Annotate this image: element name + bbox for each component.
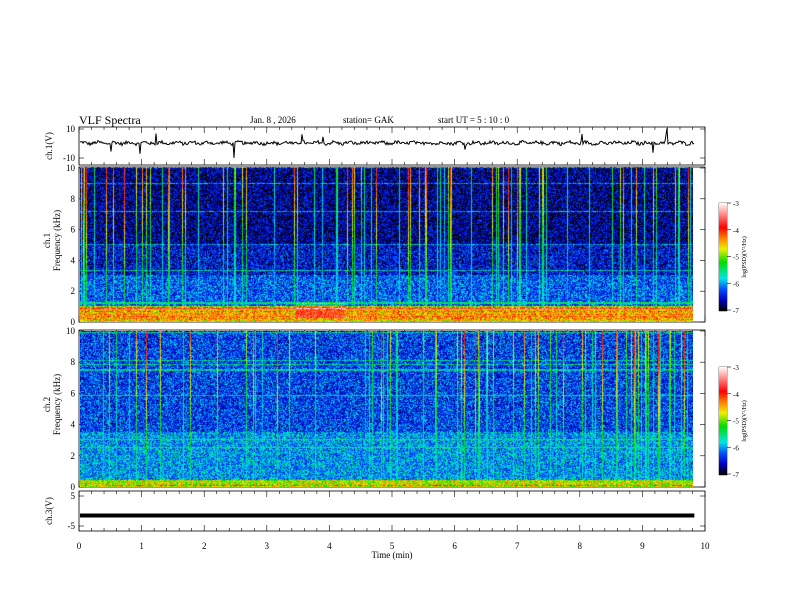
x-tick-label: 6	[452, 541, 457, 551]
station-label: station= GAK	[343, 115, 394, 125]
ch1-spectrogram-ytick-label: 10	[66, 163, 76, 173]
ch1-spectrogram-channel-label: ch.1	[42, 233, 52, 248]
date-label: Jan. 8 , 2026	[250, 115, 296, 125]
x-tick-label: 7	[515, 541, 520, 551]
ch3-waveform-ytick-label: 5	[71, 491, 76, 501]
ch1-colorbar	[719, 203, 727, 311]
ch1-spectrogram-ytick-label: 4	[71, 255, 76, 265]
figure-title: VLF Spectra	[79, 113, 141, 127]
ch1-spectrogram-ylabel: Frequency (kHz)	[52, 210, 62, 271]
colorbar-tick-label: -7	[733, 307, 739, 315]
ch2-spectrogram-image	[80, 331, 693, 487]
colorbar-tick-label: -3	[733, 200, 739, 208]
ch1-spectrogram-ytick-label: 2	[71, 286, 76, 296]
colorbar-tick-label: -4	[733, 227, 739, 235]
colorbar-label: log(PSD)(V²/Hz)	[741, 236, 748, 277]
x-tick-label: 2	[202, 541, 207, 551]
x-tick-label: 10	[701, 541, 711, 551]
ch2-spectrogram-ytick-label: 2	[71, 451, 76, 461]
ch2-spectrogram-ylabel: Frequency (kHz)	[52, 374, 62, 435]
ch2-spectrogram-ytick-label: 6	[71, 388, 76, 398]
ch2-spectrogram-ytick-label: 8	[71, 357, 76, 367]
start-time-label: start UT = 5 : 10 : 0	[438, 115, 510, 125]
ch2-spectrogram-ytick-label: 4	[71, 420, 76, 430]
ch1-spectrogram-ytick-label: 0	[71, 317, 76, 327]
colorbar-tick-label: -3	[733, 364, 739, 372]
ch1-waveform-ylabel: ch.1(V)	[44, 132, 54, 160]
x-tick-label: 1	[139, 541, 144, 551]
ch1-spectrogram-ytick-label: 6	[71, 225, 76, 235]
colorbar-tick-label: -5	[733, 254, 739, 262]
ch1-spectrogram-ytick-label: 8	[71, 194, 76, 204]
ch2-spectrogram-ytick-label: 0	[71, 482, 76, 492]
colorbar-label: log(PSD)(V²/Hz)	[741, 400, 748, 441]
colorbar-tick-label: -4	[733, 391, 739, 399]
colorbar-tick-label: -6	[733, 444, 739, 452]
ch1-trace	[79, 128, 695, 158]
x-tick-label: 3	[265, 541, 270, 551]
ch2-spectrogram-channel-label: ch.2	[42, 397, 52, 412]
ch1-waveform-ytick-label: -10	[63, 153, 75, 163]
colorbar-tick-label: -5	[733, 418, 739, 426]
x-tick-label: 0	[77, 541, 82, 551]
colorbar-tick-label: -6	[733, 280, 739, 288]
x-axis-label: Time (min)	[372, 550, 413, 560]
ch2-colorbar	[719, 367, 727, 475]
ch1-waveform-ytick-label: 10	[66, 124, 76, 134]
x-tick-label: 4	[327, 541, 332, 551]
x-tick-label: 5	[390, 541, 395, 551]
x-tick-label: 8	[578, 541, 583, 551]
ch2-spectrogram-ytick-label: 10	[66, 326, 76, 336]
ch3-waveform-ytick-label: -5	[68, 521, 76, 531]
colorbar-tick-label: -7	[733, 471, 739, 479]
x-tick-label: 9	[640, 541, 645, 551]
ch1-spectrogram-image	[80, 167, 693, 322]
ch3-waveform-ylabel: ch.3(V)	[44, 497, 54, 525]
ch3-trace	[80, 513, 695, 518]
